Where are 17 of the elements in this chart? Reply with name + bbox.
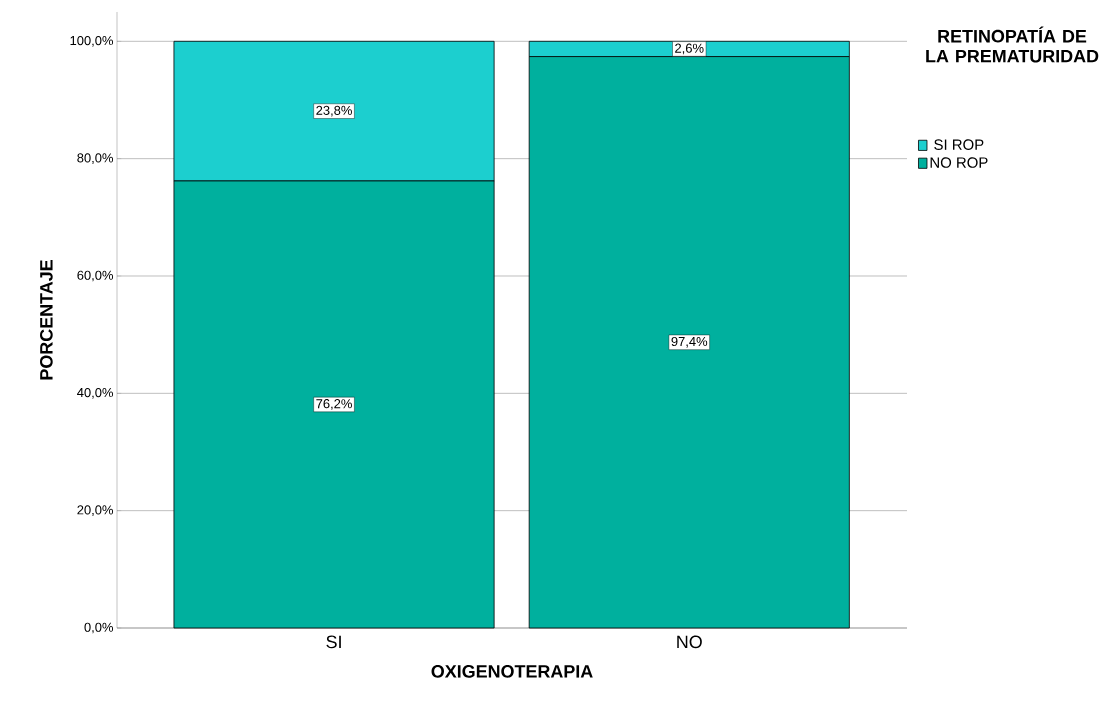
x-tick-label: NO bbox=[677, 635, 702, 649]
data-label: 2,6% bbox=[675, 43, 704, 55]
y-tick-label: 20,0% bbox=[77, 505, 114, 517]
y-tick-label: 80,0% bbox=[77, 153, 114, 165]
y-axis-title: PORCENTAJE bbox=[40, 260, 53, 380]
data-label: 76,2% bbox=[316, 399, 352, 410]
legend-label: NO ROP bbox=[930, 157, 988, 168]
legend-label: SI ROP bbox=[934, 139, 984, 150]
y-tick-label: 0,0% bbox=[84, 622, 114, 634]
y-tick-label: 60,0% bbox=[77, 270, 114, 282]
x-tick-label: SI bbox=[326, 635, 341, 649]
x-axis-title: OXIGENOTERAPIA bbox=[431, 665, 593, 678]
y-tick-label: 40,0% bbox=[77, 387, 114, 399]
data-label: 23,8% bbox=[316, 105, 352, 117]
y-tick-label: 100,0% bbox=[70, 35, 114, 47]
data-label: 97,4% bbox=[671, 336, 708, 348]
legend-title: RETINOPATÍA DE LA PREMATURIDAD bbox=[926, 26, 1099, 63]
